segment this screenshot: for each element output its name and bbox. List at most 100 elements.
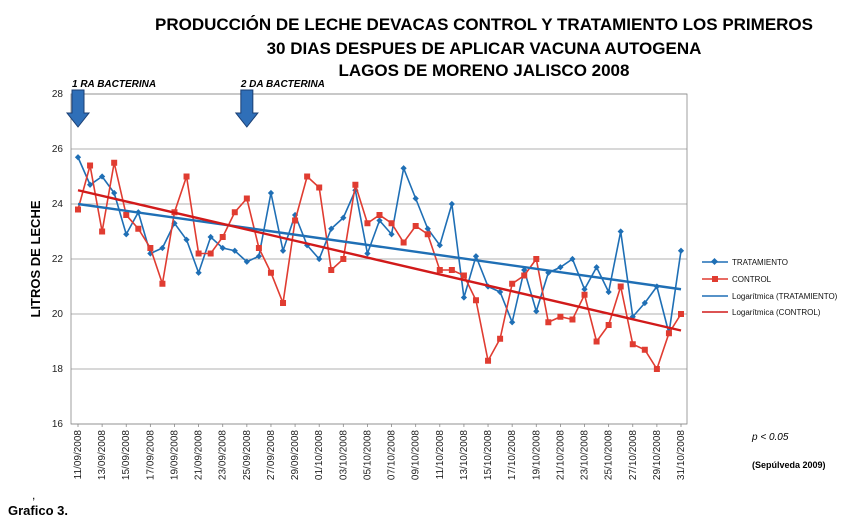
data-point-control [376, 212, 383, 218]
data-point-control [593, 338, 600, 345]
data-point-control [665, 330, 672, 337]
legend-label-trend-tratamiento: Logarítmica (TRATAMIENTO) [732, 292, 838, 301]
bacterina-arrow-shape [65, 89, 91, 128]
legend-marker-tratamiento [710, 257, 719, 266]
legend: TRATAMIENTO CONTROL Logarítmica (TRATAMI… [702, 257, 838, 317]
plot-area [70, 93, 688, 425]
y-tick-label: 22 [52, 254, 64, 265]
data-point-control [328, 267, 335, 273]
x-tick-label: 03/10/2008 [338, 430, 349, 480]
x-tick-label: 17/09/2008 [145, 430, 156, 480]
legend-marker-control [712, 276, 718, 282]
data-point-control [183, 173, 190, 180]
trendline-logar-tmica-tratamiento- [77, 202, 682, 291]
data-point-control [460, 272, 467, 279]
source-note: (Sepúlveda 2009) [752, 460, 826, 470]
data-point-control [207, 250, 214, 257]
figure-caption: Grafico 3. [8, 503, 68, 518]
data-point-tratamiento [255, 253, 263, 260]
trendline-logar-tmica-control- [77, 189, 682, 332]
data-point-control [569, 316, 576, 323]
x-tick-label: 15/09/2008 [121, 430, 132, 480]
data-point-tratamiento [448, 200, 455, 208]
data-point-tratamiento [617, 228, 624, 235]
data-point-control [352, 181, 359, 188]
y-tick-label: 20 [52, 309, 64, 320]
data-point-control [340, 256, 347, 262]
data-point-control [388, 220, 395, 227]
chart-title-line-1: PRODUCCIÓN DE LECHE DEVACAS CONTROL Y TR… [155, 15, 813, 34]
x-tick-label: 27/10/2008 [628, 430, 639, 480]
data-point-tratamiento [509, 319, 516, 326]
data-point-control [629, 341, 636, 348]
x-tick-label: 31/10/2008 [676, 430, 687, 480]
data-point-control [147, 245, 154, 251]
data-point-control [678, 311, 684, 317]
bacterina-arrow-1-icon [65, 89, 91, 128]
x-tick-label: 07/10/2008 [387, 430, 398, 480]
bacterina-label-1: 1 RA BACTERINA [72, 79, 156, 90]
x-tick-label: 21/09/2008 [194, 430, 205, 480]
data-point-tratamiento [533, 308, 540, 315]
data-point-control [267, 269, 274, 276]
data-point-control [135, 225, 142, 232]
data-point-tratamiento [412, 195, 419, 202]
legend-label-trend-control: Logarítmica (CONTROL) [732, 308, 821, 317]
data-point-control [231, 209, 238, 216]
gridlines [71, 93, 687, 425]
data-point-tratamiento [99, 173, 106, 180]
legend-item-control: CONTROL [702, 275, 772, 284]
x-tick-label: 23/10/2008 [580, 430, 591, 480]
data-point-tratamiento [183, 236, 190, 243]
data-point-tratamiento [74, 154, 82, 161]
data-point-tratamiento [460, 294, 468, 301]
y-tick-label: 16 [52, 419, 64, 430]
data-point-control [99, 228, 106, 235]
data-point-control [653, 366, 660, 372]
x-tick-label: 21/10/2008 [555, 430, 566, 480]
data-point-tratamiento [219, 244, 226, 252]
series-control [75, 159, 684, 372]
x-tick-label: 19/10/2008 [531, 430, 542, 480]
data-point-control [255, 245, 262, 251]
x-tick-label: 11/10/2008 [435, 430, 446, 480]
data-point-control [533, 256, 540, 262]
data-point-control [641, 346, 648, 353]
data-point-tratamiento [207, 233, 214, 241]
y-tick-label: 28 [52, 89, 64, 100]
x-tick-label: 01/10/2008 [314, 430, 325, 480]
data-point-control [485, 357, 492, 364]
chart-title-line-2: 30 DIAS DESPUES DE APLICAR VACUNA AUTOGE… [267, 39, 702, 58]
data-point-control [219, 234, 226, 240]
y-axis-label: LITROS DE LECHE [28, 200, 43, 317]
data-point-tratamiento [111, 189, 118, 197]
data-point-control [304, 173, 311, 180]
x-tick-label: 15/10/2008 [483, 430, 494, 480]
data-point-control [292, 217, 299, 224]
bacterina-arrow-2-icon [234, 89, 259, 128]
y-axis-ticks: 16 18 20 22 24 26 28 [52, 89, 64, 430]
x-tick-label: 05/10/2008 [362, 430, 373, 480]
data-point-control [424, 231, 431, 238]
legend-label-control: CONTROL [732, 275, 772, 284]
x-tick-label: 17/10/2008 [507, 430, 518, 480]
data-point-control [448, 267, 455, 273]
data-point-tratamiento [605, 288, 612, 296]
data-point-tratamiento [400, 165, 407, 172]
data-point-control [159, 280, 166, 287]
x-tick-label: 13/10/2008 [459, 430, 470, 480]
x-tick-label: 25/09/2008 [242, 430, 253, 480]
legend-item-trend-tratamiento: Logarítmica (TRATAMIENTO) [702, 292, 838, 301]
x-axis-ticks: 11/09/2008 13/09/2008 15/09/2008 17/09/2008… [73, 424, 687, 480]
data-point-control [521, 272, 528, 279]
legend-label-tratamiento: TRATAMIENTO [732, 258, 788, 267]
data-point-tratamiento [581, 286, 588, 293]
data-point-tratamiento [364, 250, 371, 257]
data-point-control [557, 313, 564, 320]
data-point-tratamiento [677, 247, 685, 254]
p-value-note: p < 0.05 [751, 432, 789, 443]
data-point-tratamiento [279, 247, 287, 254]
x-tick-label: 23/09/2008 [218, 430, 229, 480]
data-point-tratamiento [195, 269, 202, 276]
